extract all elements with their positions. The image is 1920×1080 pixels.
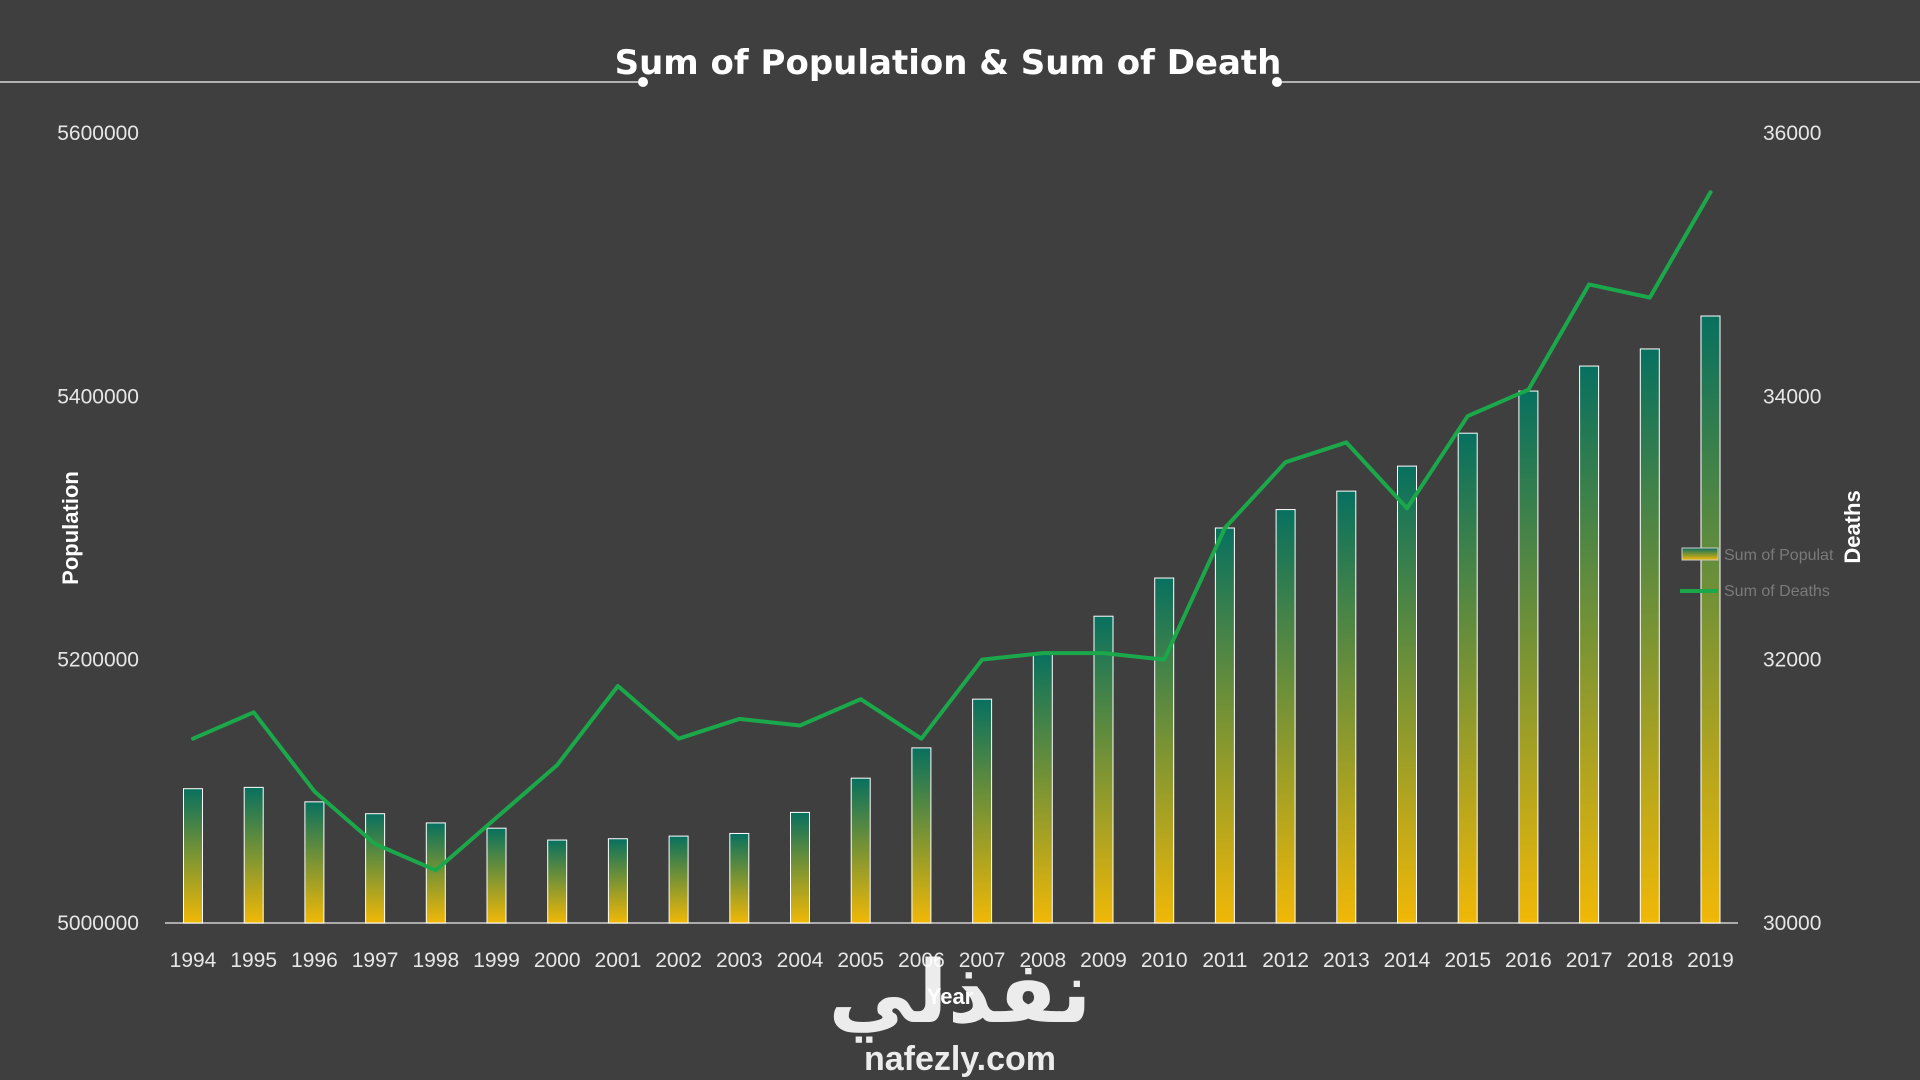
y-right-tick-label: 36000 xyxy=(1763,122,1821,145)
x-tick-label: 2019 xyxy=(1687,949,1734,972)
population-bar xyxy=(243,786,264,924)
population-bar xyxy=(304,801,325,924)
x-tick-label: 2000 xyxy=(534,949,581,972)
population-bar xyxy=(1700,315,1721,924)
x-tick-label: 2010 xyxy=(1141,949,1188,972)
population-bar xyxy=(729,832,750,924)
population-bar xyxy=(1032,652,1053,924)
population-bar xyxy=(183,788,203,924)
population-bar xyxy=(607,838,628,924)
x-tick-label: 1995 xyxy=(230,949,277,972)
population-bar xyxy=(1214,527,1235,924)
population-bar xyxy=(1639,348,1660,924)
x-tick-label: 2018 xyxy=(1626,949,1673,972)
population-bar xyxy=(486,827,507,924)
population-bar xyxy=(365,813,386,924)
x-tick-label: 2011 xyxy=(1202,949,1247,972)
watermark-arabic-text: نفذلي xyxy=(828,945,1091,1043)
legend-deaths-label: Sum of Deaths xyxy=(1724,583,1830,600)
deaths-line-layer xyxy=(191,190,1713,873)
x-tick-label: 2007 xyxy=(959,949,1006,972)
population-bars xyxy=(183,315,1721,924)
x-tick-label: 2013 xyxy=(1323,949,1370,972)
population-bar xyxy=(790,811,810,924)
x-axis-title: Year xyxy=(927,984,974,1009)
y-right-tick-label: 32000 xyxy=(1763,649,1821,672)
watermark-logo: نفذلي nafezly.com xyxy=(828,945,1091,1078)
population-bar xyxy=(1397,465,1417,924)
population-bar xyxy=(850,777,871,924)
x-tick-label: 1997 xyxy=(352,949,399,972)
y-left-tick-label: 5200000 xyxy=(57,649,139,672)
population-bar xyxy=(1093,615,1114,924)
legend: Sum of Populat Sum of Deaths xyxy=(1680,547,1834,600)
y-right-tick-label: 34000 xyxy=(1763,385,1821,408)
population-bar xyxy=(425,822,446,924)
x-tick-label: 1999 xyxy=(473,949,520,972)
population-bar xyxy=(1336,490,1357,924)
x-tick-label: 2016 xyxy=(1505,949,1552,972)
x-tick-label: 2015 xyxy=(1444,949,1491,972)
x-axis-ticks: 1994 1995 1996 1997 1998 1999 2000 2001 2002 2003… xyxy=(170,949,1734,972)
x-tick-label: 2009 xyxy=(1080,949,1127,972)
population-bar xyxy=(1579,365,1600,924)
x-tick-label: 2005 xyxy=(837,949,884,972)
population-bar xyxy=(972,698,993,924)
population-bar xyxy=(1275,509,1296,924)
y-left-tick-label: 5000000 xyxy=(57,912,139,935)
y-left-tick-label: 5400000 xyxy=(57,385,139,408)
y-axis-right-ticks: 30000 32000 34000 36000 xyxy=(1763,122,1821,935)
title-rule-left-dot xyxy=(638,77,648,87)
watermark-latin-text: nafezly.com xyxy=(864,1040,1056,1078)
x-tick-label: 2006 xyxy=(898,949,945,972)
x-tick-label: 2001 xyxy=(595,949,642,972)
chart-title: Sum of Population & Sum of Death xyxy=(615,43,1282,83)
x-tick-label: 2014 xyxy=(1384,949,1431,972)
population-bar xyxy=(547,839,568,924)
x-tick-label: 1998 xyxy=(412,949,459,972)
population-bar xyxy=(1518,390,1539,924)
title-rule-right-dot xyxy=(1272,77,1282,87)
y-right-tick-label: 30000 xyxy=(1763,912,1821,935)
y-axis-left-ticks: 5000000 5200000 5400000 5600000 xyxy=(57,122,139,935)
y-axis-right-title: Deaths xyxy=(1840,490,1865,563)
x-tick-label: 2017 xyxy=(1566,949,1613,972)
legend-population-label: Sum of Populat xyxy=(1724,547,1834,564)
x-tick-label: 2008 xyxy=(1019,949,1066,972)
x-tick-label: 2002 xyxy=(655,949,702,972)
y-left-tick-label: 5600000 xyxy=(57,122,139,145)
legend-population-swatch xyxy=(1681,547,1719,561)
population-bar xyxy=(1154,577,1175,924)
population-bar xyxy=(1457,432,1478,924)
x-tick-label: 2004 xyxy=(777,949,824,972)
x-tick-label: 2003 xyxy=(716,949,763,972)
y-axis-left-title: Population xyxy=(58,471,83,585)
deaths-line xyxy=(191,190,1713,873)
x-tick-label: 1994 xyxy=(170,949,217,972)
x-tick-label: 1996 xyxy=(291,949,338,972)
population-bar xyxy=(668,835,689,924)
population-bar xyxy=(911,747,932,924)
x-tick-label: 2012 xyxy=(1262,949,1309,972)
